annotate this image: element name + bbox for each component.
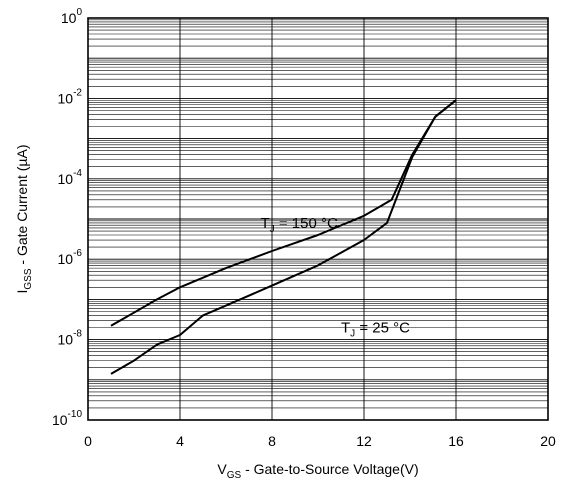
y-tick-label: 10-8 xyxy=(58,329,83,348)
y-tick-label: 10-6 xyxy=(58,248,83,267)
y-tick-labels: 100 10-2 10-4 10-6 10-8 10-10 xyxy=(52,7,82,428)
x-axis-label: VGS - Gate-to-Source Voltage(V) xyxy=(217,461,418,481)
x-tick-label: 12 xyxy=(356,433,372,449)
y-axis-label: IGSS - Gate Current (µA) xyxy=(14,145,34,294)
y-tick-label: 10-2 xyxy=(58,87,83,106)
x-tick-labels: 0 4 8 12 16 20 xyxy=(84,433,556,449)
x-tick-label: 0 xyxy=(84,433,92,449)
x-tick-label: 20 xyxy=(540,433,556,449)
x-tick-label: 8 xyxy=(268,433,276,449)
x-tick-label: 16 xyxy=(448,433,464,449)
minor-grid xyxy=(88,20,548,408)
x-tick-label: 4 xyxy=(176,433,184,449)
series-annotations: TJ = 150 °CTJ = 25 °C xyxy=(261,215,411,340)
y-tick-label: 100 xyxy=(61,7,83,26)
series-line-1 xyxy=(111,100,456,326)
y-tick-label: 10-10 xyxy=(52,409,82,428)
series-label-text: TJ = 25 °C xyxy=(341,320,410,340)
series-label-2: TJ = 25 °C xyxy=(341,320,410,340)
y-tick-label: 10-4 xyxy=(58,168,83,187)
